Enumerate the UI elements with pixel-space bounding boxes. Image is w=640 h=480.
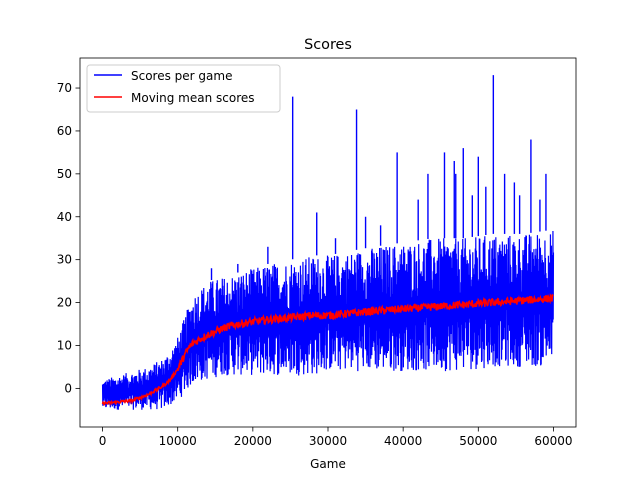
y-tick-label-6: 60	[57, 124, 72, 138]
legend-entry-scores-per-game: Scores per game	[131, 69, 232, 83]
chart-title: Scores	[304, 37, 352, 53]
x-axis-label: Game	[310, 457, 346, 471]
series-moving-mean-scores-line	[101, 293, 554, 407]
y-tick-label-3: 30	[57, 253, 72, 267]
x-tick-label-4: 40000	[384, 434, 422, 448]
x-axis: 0 10000 20000 30000 40000 50000 60000	[99, 427, 573, 448]
legend-box	[86, 64, 281, 113]
y-tick-label-0: 0	[64, 381, 72, 395]
x-tick-label-3: 30000	[309, 434, 347, 448]
x-tick-label-2: 20000	[234, 434, 272, 448]
y-tick-label-5: 50	[57, 167, 72, 181]
legend: Scores per game Moving mean scores	[86, 64, 281, 113]
series-scores-per-game-line	[101, 231, 555, 410]
y-axis: 0 10 20 30 40 50 60 70	[57, 81, 80, 395]
x-tick-label-0: 0	[99, 434, 107, 448]
y-tick-label-1: 10	[57, 338, 72, 352]
y-tick-label-4: 40	[57, 210, 72, 224]
plot-area	[101, 75, 555, 410]
x-tick-label-5: 50000	[459, 434, 497, 448]
x-tick-label-6: 60000	[534, 434, 572, 448]
y-tick-label-2: 20	[57, 296, 72, 310]
y-tick-label-7: 70	[57, 81, 72, 95]
x-tick-label-1: 10000	[159, 434, 197, 448]
legend-entry-moving-mean-scores: Moving mean scores	[131, 91, 255, 105]
